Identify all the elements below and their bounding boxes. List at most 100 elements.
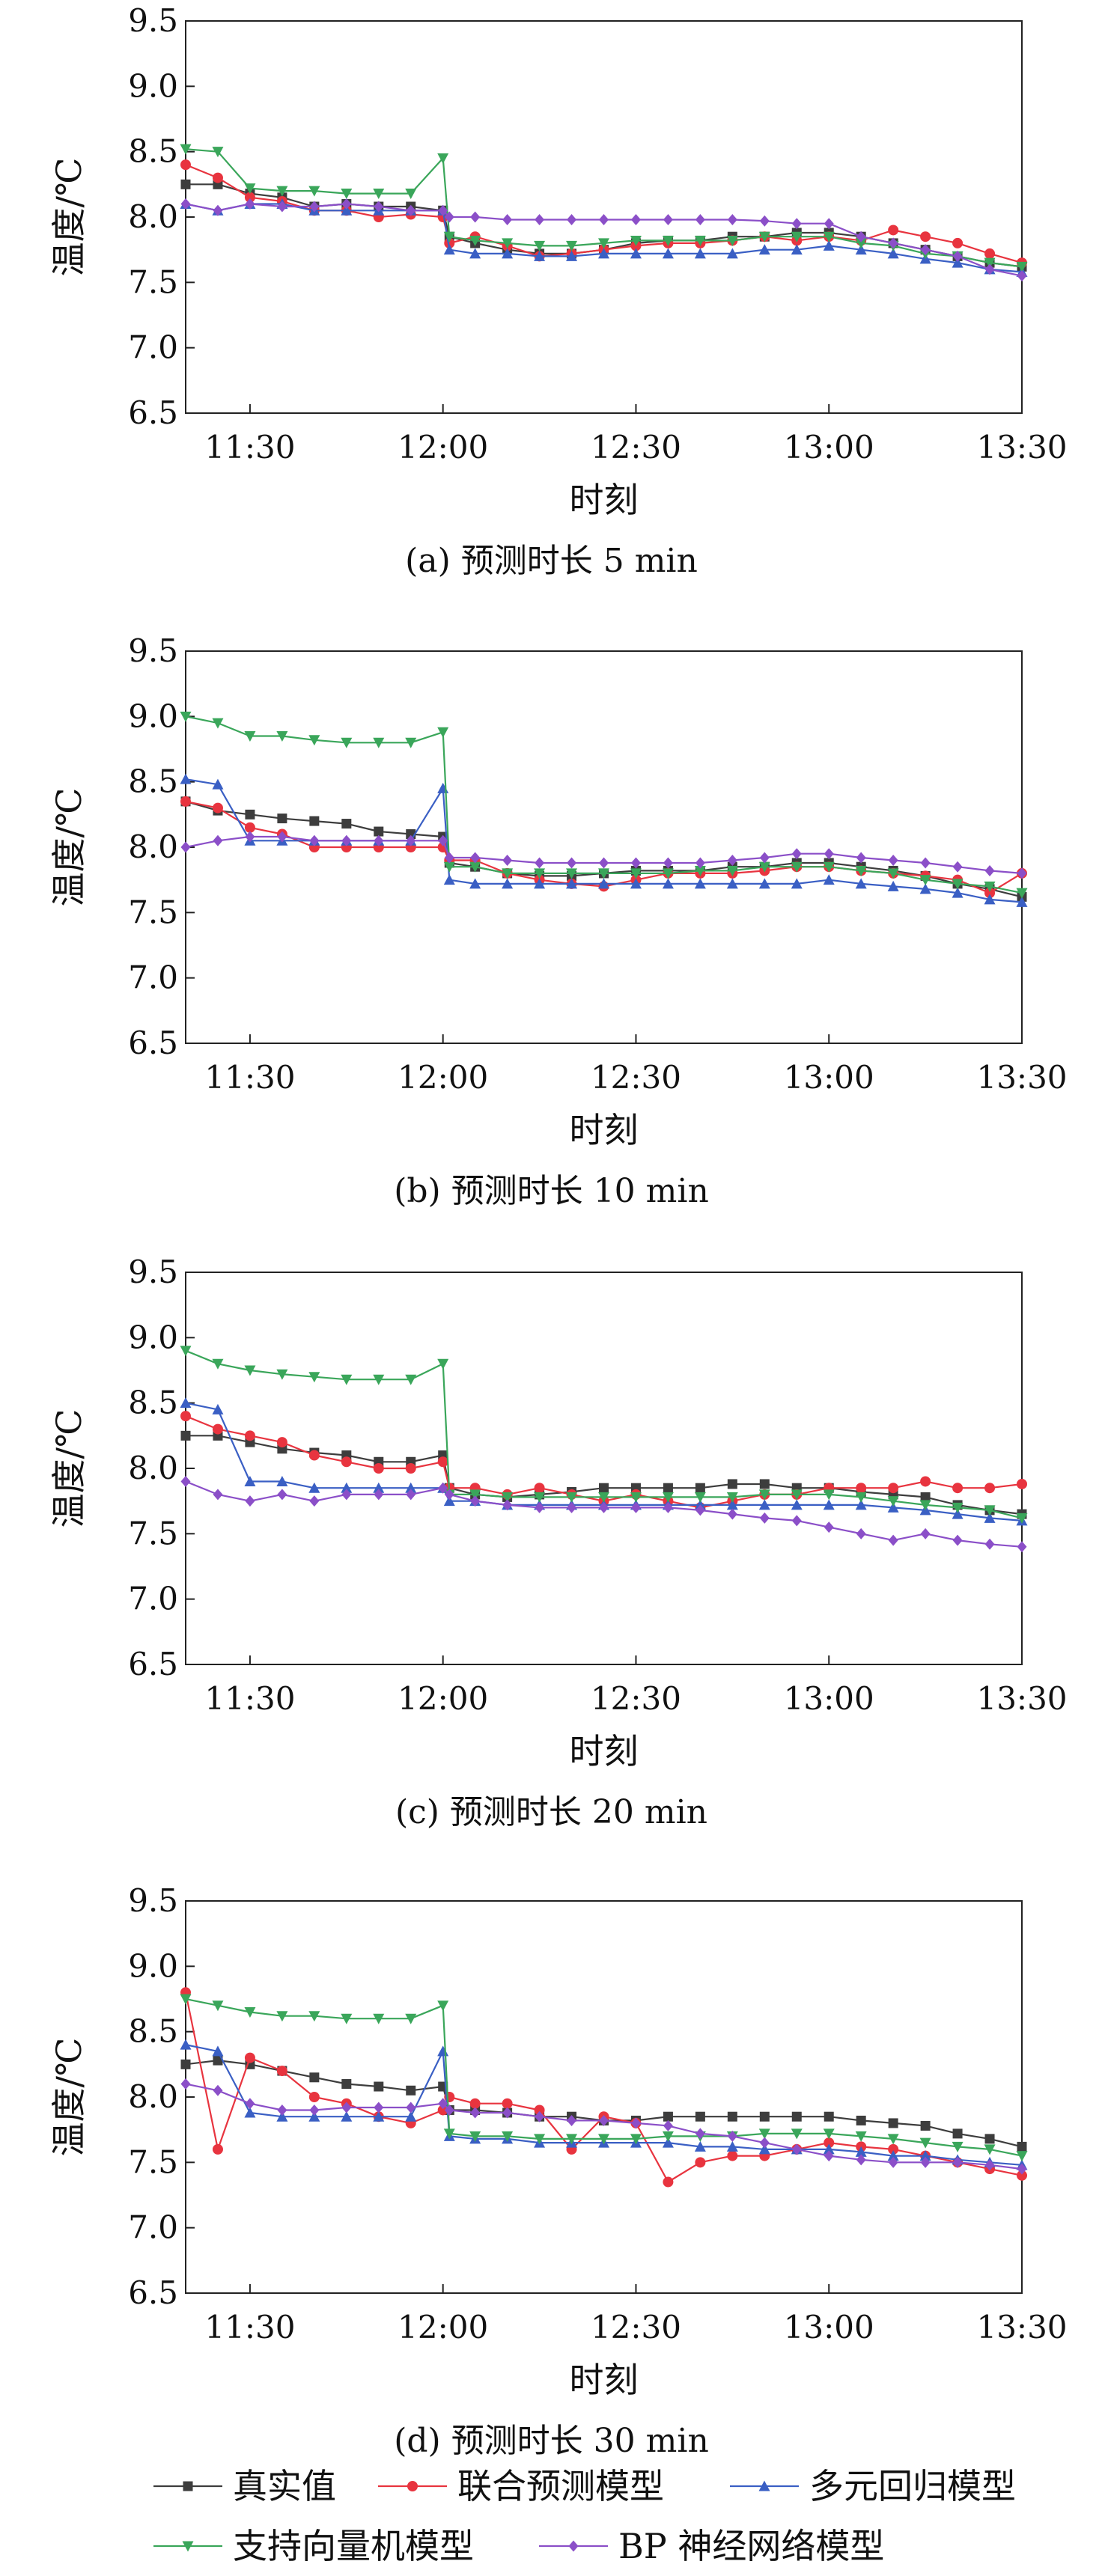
data-point bbox=[341, 1374, 353, 1385]
data-point bbox=[663, 1483, 673, 1493]
data-point bbox=[470, 1495, 481, 1507]
data-point bbox=[406, 2102, 416, 2113]
data-point bbox=[598, 248, 609, 259]
data-point bbox=[406, 834, 416, 846]
data-point bbox=[599, 1501, 609, 1513]
series-line bbox=[185, 835, 1023, 874]
data-point bbox=[727, 2111, 737, 2122]
data-point bbox=[244, 1430, 255, 1441]
data-point bbox=[309, 816, 320, 826]
data-point bbox=[630, 868, 642, 879]
data-point bbox=[502, 248, 514, 259]
data-point bbox=[341, 1489, 352, 1501]
legend-item: 联合预测模型 bbox=[378, 2466, 664, 2506]
data-point bbox=[180, 179, 191, 189]
data-point bbox=[213, 834, 223, 846]
data-point bbox=[245, 809, 255, 820]
data-point bbox=[308, 2092, 320, 2102]
series-line bbox=[185, 203, 1023, 273]
data-point bbox=[406, 204, 416, 216]
data-point bbox=[663, 213, 673, 225]
data-point bbox=[630, 2117, 641, 2129]
data-point bbox=[212, 1403, 224, 1414]
data-point bbox=[919, 883, 931, 894]
data-point bbox=[630, 1501, 641, 1513]
data-point bbox=[245, 1495, 255, 1507]
legend-label: 多元回归模型 bbox=[809, 2466, 1016, 2506]
data-point bbox=[309, 2072, 320, 2083]
data-point bbox=[791, 1489, 803, 1501]
data-point bbox=[599, 2114, 609, 2126]
data-point bbox=[443, 231, 455, 242]
chart-panel-2: 6.5 7.0 7.5 8.0 8.5 9.0 9.5 11:30 12:00 12:30 13:0… bbox=[49, 632, 1068, 1210]
data-point bbox=[727, 2130, 737, 2142]
panel-caption: (a) 预测时长 5 min bbox=[405, 542, 698, 580]
data-point bbox=[919, 2137, 931, 2149]
data-point bbox=[952, 237, 964, 248]
data-point bbox=[308, 186, 320, 197]
data-point bbox=[791, 2128, 803, 2140]
data-point bbox=[244, 1475, 256, 1486]
data-point bbox=[856, 2115, 866, 2125]
data-point bbox=[888, 2118, 898, 2128]
y-tick-label: 9.0 bbox=[128, 698, 178, 734]
x-axis-label: 时刻 bbox=[570, 480, 639, 520]
data-point bbox=[437, 2000, 449, 2012]
data-point bbox=[373, 189, 385, 200]
data-point bbox=[984, 263, 995, 275]
data-point bbox=[630, 213, 641, 225]
data-point bbox=[502, 2098, 513, 2109]
data-point bbox=[759, 2137, 770, 2149]
legend-item: 支持向量机模型 bbox=[153, 2526, 474, 2566]
data-point bbox=[180, 159, 191, 171]
data-point bbox=[406, 2085, 416, 2096]
x-tick-label: 13:30 bbox=[976, 1680, 1067, 1717]
series-5 bbox=[180, 1475, 1027, 1553]
series-line bbox=[185, 1402, 1023, 1522]
data-point bbox=[984, 2159, 995, 2171]
data-point bbox=[662, 2131, 674, 2142]
x-tick-label: 12:30 bbox=[591, 2309, 681, 2345]
data-point bbox=[920, 231, 931, 242]
data-point bbox=[791, 878, 803, 889]
data-point bbox=[444, 852, 454, 864]
legend-label: 真实值 bbox=[233, 2466, 336, 2506]
data-point bbox=[663, 2111, 673, 2122]
y-tick-label: 9.0 bbox=[128, 67, 178, 104]
data-point bbox=[374, 201, 384, 213]
y-axis-label: 温度/℃ bbox=[49, 1409, 89, 1528]
data-point bbox=[662, 878, 674, 889]
data-point bbox=[212, 778, 224, 790]
data-point bbox=[920, 1476, 931, 1487]
data-point bbox=[374, 2081, 384, 2092]
series-4 bbox=[180, 1994, 1028, 2162]
data-point bbox=[887, 1501, 899, 1513]
data-point bbox=[791, 1499, 803, 1510]
data-point bbox=[180, 796, 191, 807]
y-tick-label: 9.5 bbox=[128, 1882, 178, 1919]
data-point bbox=[952, 2128, 963, 2139]
data-point bbox=[855, 2146, 867, 2157]
data-point bbox=[856, 231, 866, 242]
data-point bbox=[888, 225, 899, 236]
data-point bbox=[726, 1499, 738, 1510]
data-point bbox=[855, 878, 867, 889]
data-point bbox=[920, 1527, 931, 1539]
data-point bbox=[919, 875, 931, 886]
data-point bbox=[823, 874, 835, 885]
data-point bbox=[534, 240, 546, 251]
data-point bbox=[535, 857, 545, 869]
data-point bbox=[534, 250, 546, 261]
data-point bbox=[535, 213, 545, 225]
x-tick-label: 12:00 bbox=[398, 1680, 488, 1717]
x-tick-label: 11:30 bbox=[204, 1680, 295, 1717]
data-point bbox=[1017, 1541, 1027, 1553]
data-point bbox=[759, 215, 770, 227]
data-point bbox=[443, 244, 455, 255]
data-point bbox=[245, 831, 255, 843]
data-point bbox=[180, 841, 191, 853]
data-point bbox=[758, 1499, 770, 1510]
x-axis-label: 时刻 bbox=[570, 1110, 639, 1150]
x-tick-label: 12:00 bbox=[398, 2309, 488, 2345]
